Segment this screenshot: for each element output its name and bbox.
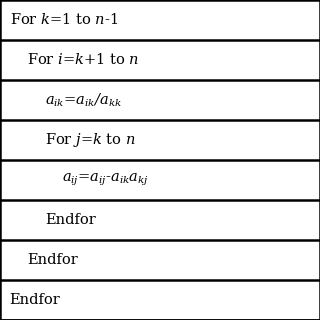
Text: For $j$=$k$ to $n$: For $j$=$k$ to $n$ [45, 131, 135, 149]
Text: For $i$=$k$+1 to $n$: For $i$=$k$+1 to $n$ [27, 52, 140, 68]
Text: Endfor: Endfor [27, 253, 78, 267]
Text: For $k$=1 to $n$-1: For $k$=1 to $n$-1 [10, 12, 118, 28]
Text: Endfor: Endfor [10, 293, 60, 307]
Text: $a_{ik}$=$a_{ik}$/$a_{kk}$: $a_{ik}$=$a_{ik}$/$a_{kk}$ [45, 91, 122, 109]
Text: $a_{ij}$=$a_{ij}$-$a_{ik}$$a_{kj}$: $a_{ij}$=$a_{ij}$-$a_{ik}$$a_{kj}$ [62, 172, 149, 188]
Text: Endfor: Endfor [45, 213, 96, 227]
